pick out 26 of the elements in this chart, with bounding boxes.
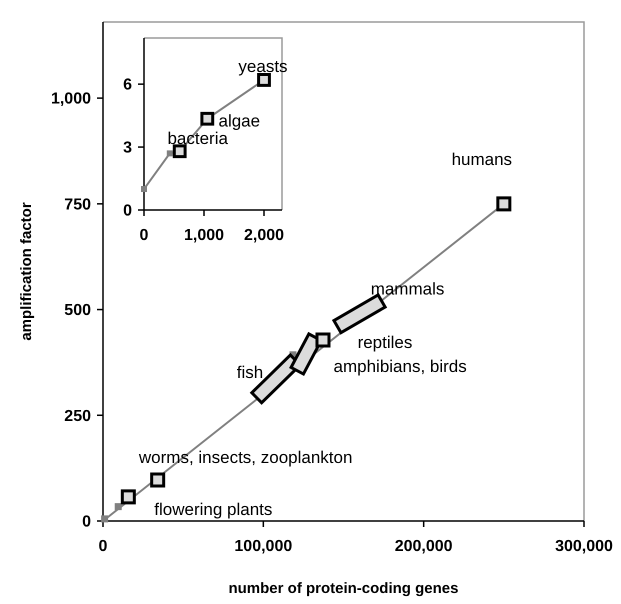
- annotation: worms, insects, zooplankton: [138, 448, 352, 467]
- annotation: mammals: [370, 280, 444, 299]
- annotation: humans: [452, 150, 512, 169]
- y-tick-label: 3: [123, 140, 132, 157]
- y-axis-title: amplification factor: [18, 202, 35, 341]
- y-tick-label: 0: [82, 514, 92, 531]
- x-tick-label: 100,000: [234, 538, 292, 555]
- x-tick-label: 2,000: [244, 227, 284, 244]
- y-tick-label: 1,000: [50, 90, 92, 108]
- annotation: algae: [218, 112, 260, 131]
- y-tick-label: 500: [64, 302, 92, 320]
- y-tick-label: 250: [64, 408, 92, 425]
- x-tick-label: 200,000: [394, 538, 453, 555]
- annotation: amphibians, birds: [334, 356, 467, 376]
- annotation: yeasts: [238, 56, 288, 76]
- x-tick-label: 1,000: [184, 227, 224, 244]
- y-tick-label: 6: [123, 76, 132, 94]
- x-tick-label: 0: [140, 227, 149, 244]
- annotation: bacteria: [167, 129, 228, 148]
- x-axis-title: number of protein-coding genes: [228, 580, 459, 597]
- x-tick-label: 0: [98, 538, 108, 555]
- annotation: flowering plants: [154, 500, 272, 519]
- y-tick-label: 750: [64, 196, 92, 214]
- x-tick-label: 300,000: [555, 538, 614, 555]
- annotation: reptiles: [358, 332, 412, 352]
- y-tick-label: 0: [123, 202, 132, 220]
